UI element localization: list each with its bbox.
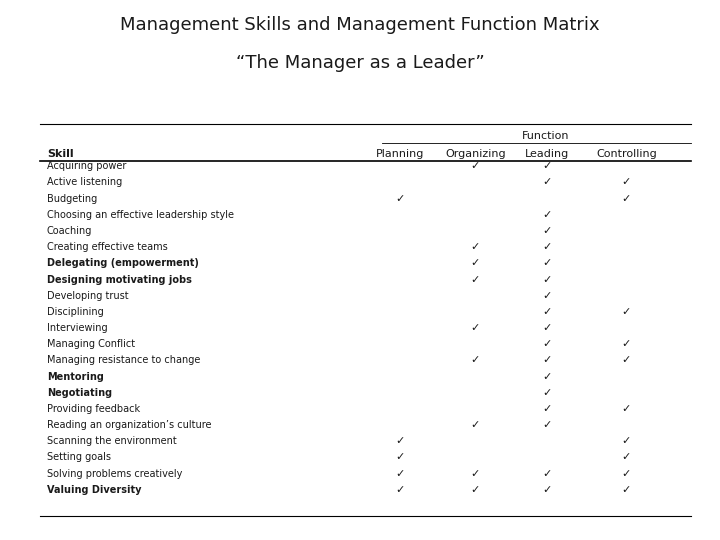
Text: Scanning the environment: Scanning the environment: [47, 436, 176, 446]
Text: ✓: ✓: [470, 161, 480, 171]
Text: ✓: ✓: [542, 372, 552, 382]
Text: ✓: ✓: [470, 355, 480, 366]
Text: 1–: 1–: [11, 112, 22, 121]
Text: ✓: ✓: [621, 178, 631, 187]
Text: ✓: ✓: [542, 355, 552, 366]
Text: Active listening: Active listening: [47, 178, 122, 187]
Text: ✓: ✓: [542, 178, 552, 187]
Text: Management Skills and Management Function Matrix: Management Skills and Management Functio…: [120, 16, 600, 34]
Text: “The Manager as a Leader”: “The Manager as a Leader”: [235, 54, 485, 72]
Text: ✓: ✓: [542, 242, 552, 252]
Text: Skill: Skill: [47, 149, 73, 159]
Text: Negotiating: Negotiating: [47, 388, 112, 398]
Text: ✓: ✓: [621, 453, 631, 462]
Text: Function: Function: [522, 131, 569, 141]
Text: ✓: ✓: [542, 161, 552, 171]
Text: ✓: ✓: [621, 436, 631, 446]
Text: ✓: ✓: [621, 355, 631, 366]
Text: Managing Conflict: Managing Conflict: [47, 339, 135, 349]
Text: ✓: ✓: [470, 323, 480, 333]
Text: ✓: ✓: [542, 274, 552, 285]
Text: ✓: ✓: [395, 453, 405, 462]
Text: ✓: ✓: [542, 485, 552, 495]
Text: ✓: ✓: [470, 469, 480, 478]
Text: ✓: ✓: [470, 242, 480, 252]
Text: Developing trust: Developing trust: [47, 291, 128, 301]
Text: ✓: ✓: [542, 420, 552, 430]
Text: ✓: ✓: [395, 469, 405, 478]
Text: Solving problems creatively: Solving problems creatively: [47, 469, 182, 478]
Text: Mentoring: Mentoring: [47, 372, 104, 382]
Text: ✓: ✓: [542, 388, 552, 398]
Text: 17: 17: [10, 117, 22, 126]
Text: ✓: ✓: [621, 307, 631, 317]
Text: ✓: ✓: [542, 291, 552, 301]
Text: Disciplining: Disciplining: [47, 307, 104, 317]
Text: ✓: ✓: [621, 485, 631, 495]
Text: ✓: ✓: [542, 339, 552, 349]
Text: ✓: ✓: [470, 258, 480, 268]
Text: Controlling: Controlling: [596, 149, 657, 159]
Text: ✓: ✓: [542, 210, 552, 220]
Text: ✓: ✓: [621, 404, 631, 414]
Text: Designing motivating jobs: Designing motivating jobs: [47, 274, 192, 285]
Text: ✓: ✓: [395, 194, 405, 204]
Text: ✓: ✓: [621, 339, 631, 349]
Text: Interviewing: Interviewing: [47, 323, 107, 333]
Text: Valuing Diversity: Valuing Diversity: [47, 485, 141, 495]
Text: Creating effective teams: Creating effective teams: [47, 242, 168, 252]
Text: ✓: ✓: [395, 436, 405, 446]
Text: ✓: ✓: [470, 274, 480, 285]
Text: ✓: ✓: [542, 323, 552, 333]
Text: Setting goals: Setting goals: [47, 453, 111, 462]
Text: Reading an organization’s culture: Reading an organization’s culture: [47, 420, 211, 430]
Text: ✓: ✓: [542, 307, 552, 317]
Text: ✓: ✓: [395, 485, 405, 495]
Text: ✓: ✓: [470, 485, 480, 495]
Text: Delegating (empowerment): Delegating (empowerment): [47, 258, 199, 268]
Text: ✓: ✓: [621, 469, 631, 478]
Text: Leading: Leading: [525, 149, 570, 159]
Text: ✓: ✓: [542, 226, 552, 236]
Text: ✓: ✓: [542, 469, 552, 478]
Text: Planning: Planning: [375, 149, 424, 159]
Text: ✓: ✓: [542, 258, 552, 268]
Text: ✓: ✓: [621, 194, 631, 204]
Text: ✓: ✓: [470, 420, 480, 430]
Text: Organizing: Organizing: [445, 149, 505, 159]
Text: ✓: ✓: [542, 404, 552, 414]
Text: Managing resistance to change: Managing resistance to change: [47, 355, 200, 366]
Text: Budgeting: Budgeting: [47, 194, 97, 204]
Text: Acquiring power: Acquiring power: [47, 161, 126, 171]
Text: Choosing an effective leadership style: Choosing an effective leadership style: [47, 210, 234, 220]
Text: Coaching: Coaching: [47, 226, 92, 236]
Text: Providing feedback: Providing feedback: [47, 404, 140, 414]
